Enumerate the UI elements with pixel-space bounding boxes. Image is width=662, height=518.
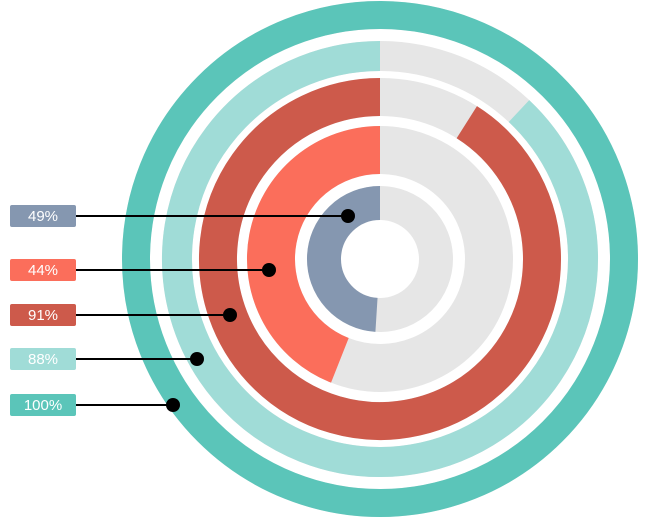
leader-dot-5: [341, 209, 355, 223]
value-badge-5: [10, 205, 76, 227]
ring-bar-1: [122, 1, 638, 517]
ring-bar-3: [199, 78, 561, 440]
value-label-5: 49%: [28, 208, 58, 225]
value-badge-4: [10, 259, 76, 281]
leader-dot-4: [262, 263, 276, 277]
value-badge-1: [10, 394, 76, 416]
value-badge-3: [10, 304, 76, 326]
ring-bar-5: [307, 186, 381, 332]
ring-bar-4: [247, 126, 381, 383]
value-label-2: 88%: [28, 351, 58, 368]
leader-lines: [76, 209, 355, 412]
ring-bars: [122, 1, 638, 517]
leader-dot-2: [190, 352, 204, 366]
value-label-3: 91%: [28, 307, 58, 324]
value-label-1: 100%: [24, 397, 62, 414]
value-label-4: 44%: [28, 262, 58, 279]
value-badge-2: [10, 348, 76, 370]
ring-bar-2: [162, 41, 598, 477]
value-labels: 100% 88% 91% 44% 49%: [10, 205, 76, 416]
leader-dot-3: [223, 308, 237, 322]
leader-dot-1: [166, 398, 180, 412]
